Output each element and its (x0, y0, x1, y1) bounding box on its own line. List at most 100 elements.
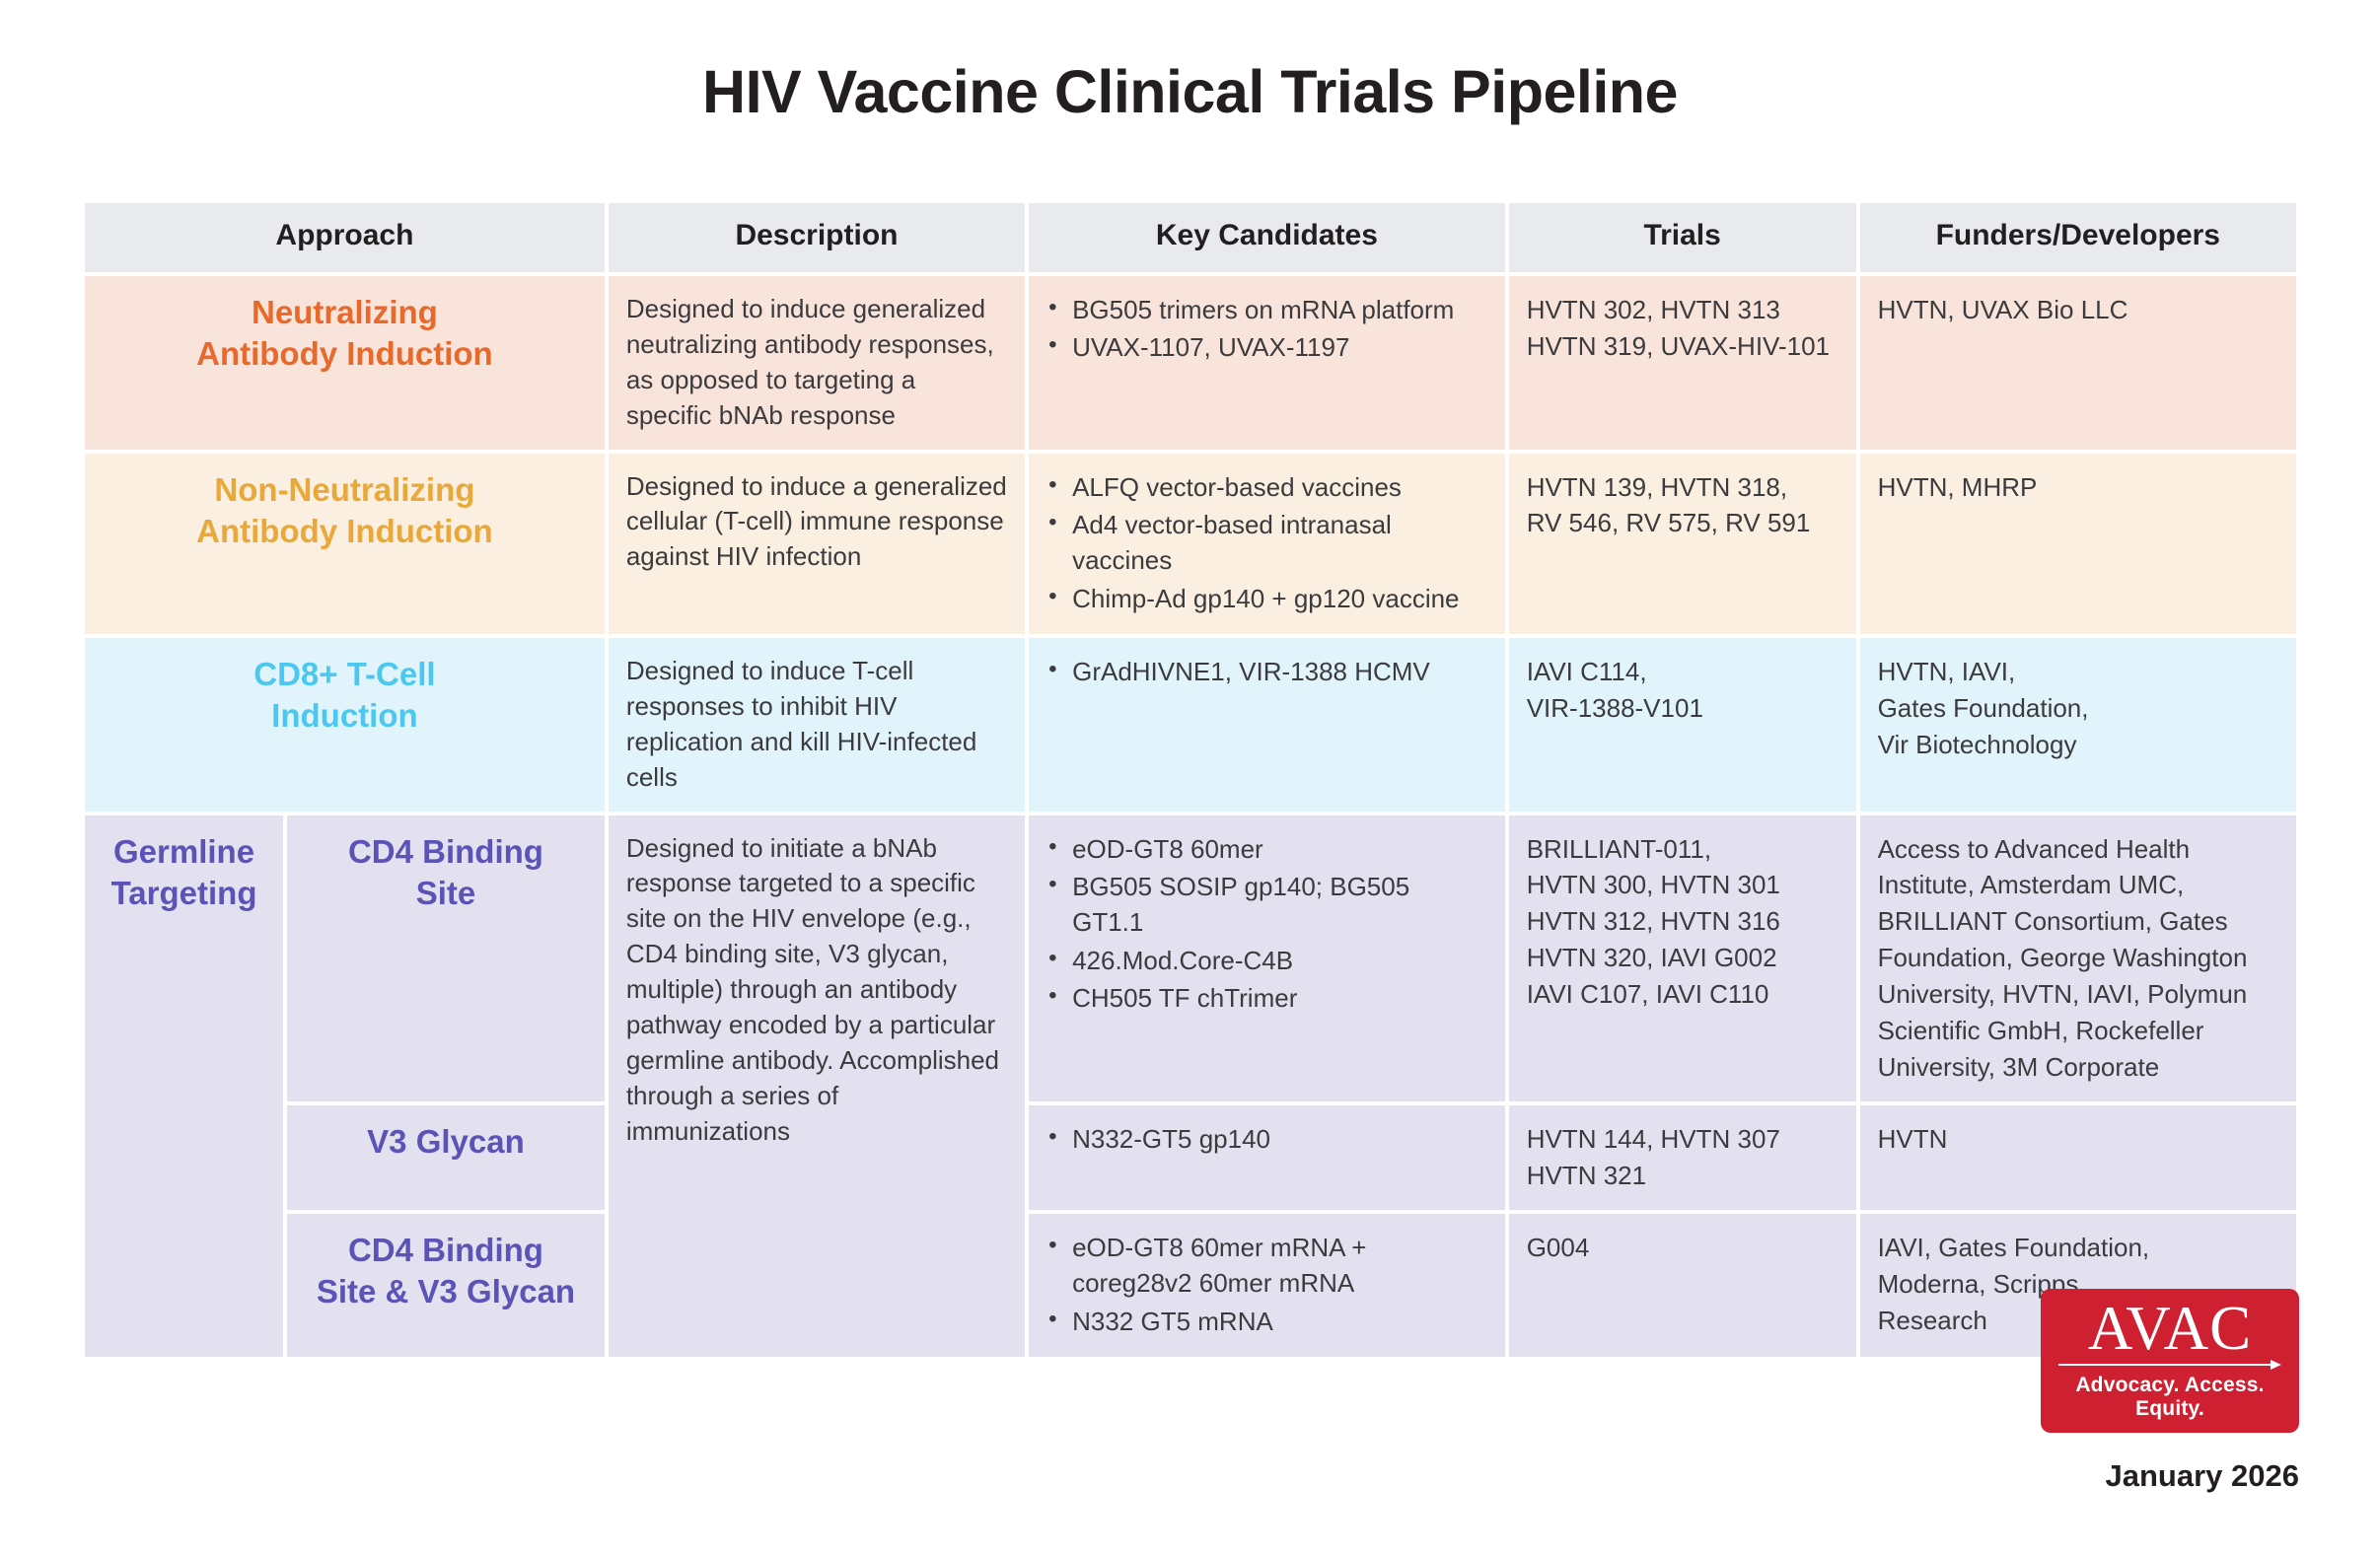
avac-tagline: Advocacy. Access. Equity. (2075, 1374, 2265, 1420)
sub-approach-label-cd4-binding-site: CD4 Binding Site (287, 814, 605, 1101)
funders-line-3: Vir Biotechnology (1877, 729, 2077, 759)
candidates-cell: ALFQ vector-based vaccines Ad4 vector-ba… (1029, 453, 1505, 635)
approach-line-1: Germline (113, 832, 255, 870)
funders-cell: Access to Advanced Health Institute, Ams… (1859, 814, 2296, 1101)
column-header-trials: Trials (1508, 203, 1856, 272)
description-cell: Designed to induce generalized neutraliz… (608, 276, 1026, 450)
trials-cell: BRILLIANT-011, HVTN 300, HVTN 301 HVTN 3… (1508, 814, 1856, 1101)
candidates-list: eOD-GT8 60mer BG505 SOSIP gp140; BG505 G… (1046, 830, 1487, 1017)
description-cell: Designed to induce T-cell responses to i… (608, 638, 1026, 812)
avac-logo: AVAC Advocacy. Access. Equity. (2041, 1288, 2299, 1433)
table-header: Approach Description Key Candidates Tria… (85, 203, 2296, 272)
funders-line-1: HVTN (1877, 1123, 1948, 1154)
approach-label-neutralizing: Neutralizing Antibody Induction (85, 276, 605, 450)
trials-line-1: HVTN 144, HVTN 307 (1526, 1123, 1780, 1154)
funders-line-1: HVTN, IAVI, (1877, 657, 2016, 687)
list-item: 426.Mod.Core-C4B (1046, 942, 1487, 978)
trials-line-1: BRILLIANT-011, (1526, 833, 1712, 864)
approach-label-germline-targeting: Germline Targeting (85, 814, 284, 1357)
sub-approach-label-v3-glycan: V3 Glycan (287, 1104, 605, 1210)
list-item: Chimp-Ad gp140 + gp120 vaccine (1046, 580, 1487, 616)
candidates-cell: GrAdHIVNE1, VIR-1388 HCMV (1029, 638, 1505, 812)
pipeline-table-wrap: Approach Description Key Candidates Tria… (81, 199, 2300, 1361)
table-row: Non-Neutralizing Antibody Induction Desi… (85, 453, 2296, 635)
trials-line-2: RV 546, RV 575, RV 591 (1526, 508, 1811, 538)
funders-line-3: Research (1877, 1305, 1987, 1335)
column-header-funders: Funders/Developers (1859, 203, 2296, 272)
candidates-cell: BG505 trimers on mRNA platform UVAX-1107… (1029, 276, 1505, 450)
trials-line-2: VIR-1388-V101 (1526, 692, 1703, 723)
funders-line-2: Institute, Amsterdam UMC, (1877, 870, 2185, 900)
description-cell-germline: Designed to initiate a bNAb response tar… (608, 814, 1026, 1357)
approach-line-2: Antibody Induction (196, 512, 493, 549)
column-header-candidates: Key Candidates (1029, 203, 1505, 272)
approach-label-non-neutralizing: Non-Neutralizing Antibody Induction (85, 453, 605, 635)
publication-date: January 2026 (2105, 1458, 2299, 1493)
approach-line-1: Neutralizing (251, 294, 438, 330)
trials-line-1: G004 (1526, 1232, 1590, 1262)
funders-cell: HVTN, MHRP (1859, 453, 2296, 635)
funders-line-2: Gates Foundation, (1877, 692, 2089, 723)
sub-approach-line-2: Site (415, 874, 476, 911)
candidates-cell: N332-GT5 gp140 (1029, 1104, 1505, 1210)
trials-line-1: HVTN 139, HVTN 318, (1526, 471, 1788, 502)
list-item: CH505 TF chTrimer (1046, 979, 1487, 1016)
trials-line-3: HVTN 312, HVTN 316 (1526, 906, 1780, 937)
sub-approach-line-2: Site & V3 Glycan (316, 1272, 576, 1309)
candidates-list: ALFQ vector-based vaccines Ad4 vector-ba… (1046, 467, 1487, 617)
approach-line-1: CD8+ T-Cell (253, 656, 436, 693)
trials-line-2: HVTN 321 (1526, 1160, 1647, 1190)
pipeline-table: Approach Description Key Candidates Tria… (81, 199, 2300, 1361)
list-item: GrAdHIVNE1, VIR-1388 HCMV (1046, 653, 1487, 689)
sub-approach-label-cd4-binding-site-and-v3-glycan: CD4 Binding Site & V3 Glycan (287, 1213, 605, 1357)
table-row: V3 Glycan N332-GT5 gp140 HVTN 144, HVTN … (85, 1104, 2296, 1210)
funders-line-7: University, 3M Corporate (1877, 1052, 2160, 1082)
funders-line-1: HVTN, MHRP (1877, 471, 2038, 502)
table-row: CD8+ T-Cell Induction Designed to induce… (85, 638, 2296, 812)
list-item: BG505 trimers on mRNA platform (1046, 291, 1487, 327)
candidates-list: eOD-GT8 60mer mRNA + coreg28v2 60mer mRN… (1046, 1229, 1487, 1339)
list-item: N332 GT5 mRNA (1046, 1302, 1487, 1339)
list-item: UVAX-1107, UVAX-1197 (1046, 328, 1487, 365)
funders-line-1: IAVI, Gates Foundation, (1877, 1232, 2150, 1262)
list-item: eOD-GT8 60mer (1046, 830, 1487, 867)
approach-label-cd8-t-cell: CD8+ T-Cell Induction (85, 638, 605, 812)
funders-line-4: Foundation, George Washington (1877, 943, 2248, 973)
trials-line-4: HVTN 320, IAVI G002 (1526, 943, 1777, 973)
trials-line-5: IAVI C107, IAVI C110 (1526, 979, 1769, 1010)
trials-cell: HVTN 139, HVTN 318, RV 546, RV 575, RV 5… (1508, 453, 1856, 635)
approach-line-1: Non-Neutralizing (214, 470, 475, 508)
funders-line-6: Scientific GmbH, Rockefeller (1877, 1016, 2204, 1046)
table-row: Germline Targeting CD4 Binding Site Desi… (85, 814, 2296, 1357)
column-header-description: Description (608, 203, 1026, 272)
funders-line-5: University, HVTN, IAVI, Polymun (1877, 979, 2248, 1010)
candidates-list: GrAdHIVNE1, VIR-1388 HCMV (1046, 653, 1487, 689)
approach-line-2: Induction (271, 697, 418, 735)
funders-line-1: HVTN, UVAX Bio LLC (1877, 295, 2128, 324)
trials-cell: HVTN 144, HVTN 307 HVTN 321 (1508, 1104, 1856, 1210)
header-row: Approach Description Key Candidates Tria… (85, 203, 2296, 272)
list-item: eOD-GT8 60mer mRNA + coreg28v2 60mer mRN… (1046, 1229, 1487, 1302)
avac-wordmark: AVAC (2087, 1293, 2253, 1363)
funders-cell: HVTN, UVAX Bio LLC (1859, 276, 2296, 450)
description-cell: Designed to induce a generalized cellula… (608, 453, 1026, 635)
page-title: HIV Vaccine Clinical Trials Pipeline (702, 58, 1678, 125)
candidates-list: N332-GT5 gp140 (1046, 1120, 1487, 1157)
candidates-list: BG505 trimers on mRNA platform UVAX-1107… (1046, 291, 1487, 366)
trials-line-2: HVTN 319, UVAX-HIV-101 (1526, 330, 1830, 361)
table-body: Neutralizing Antibody Induction Designed… (85, 276, 2296, 1357)
sub-approach-line-1: CD4 Binding (347, 1231, 543, 1268)
candidates-cell: eOD-GT8 60mer BG505 SOSIP gp140; BG505 G… (1029, 814, 1505, 1101)
avac-arrow-rule-icon (2058, 1360, 2281, 1370)
trials-line-1: HVTN 302, HVTN 313 (1526, 295, 1780, 324)
funders-line-3: BRILLIANT Consortium, Gates (1877, 906, 2228, 937)
candidates-cell: eOD-GT8 60mer mRNA + coreg28v2 60mer mRN… (1029, 1213, 1505, 1357)
funders-cell: HVTN (1859, 1104, 2296, 1210)
trials-cell: G004 (1508, 1213, 1856, 1357)
trials-cell: HVTN 302, HVTN 313 HVTN 319, UVAX-HIV-10… (1508, 276, 1856, 450)
funders-line-1: Access to Advanced Health (1877, 833, 2191, 864)
approach-line-2: Targeting (110, 874, 257, 911)
footer: AVAC Advocacy. Access. Equity. January 2… (1786, 1288, 2299, 1494)
list-item: Ad4 vector-based intranasal vaccines (1046, 506, 1487, 579)
